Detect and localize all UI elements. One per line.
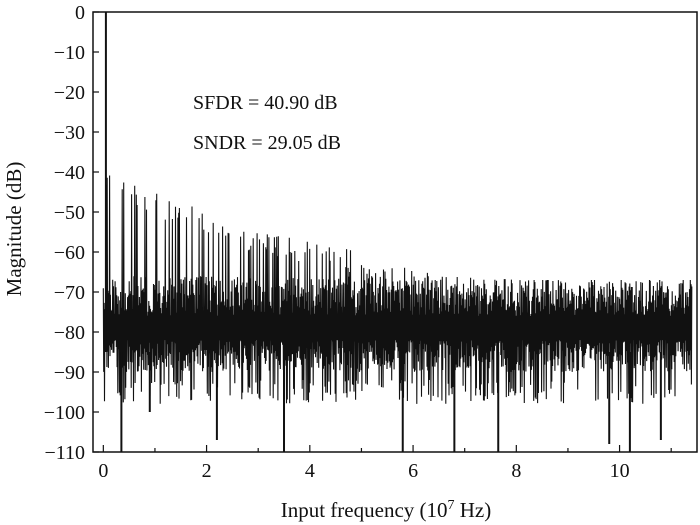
y-tick-label: −60 bbox=[54, 242, 85, 264]
y-tick-label: −40 bbox=[54, 162, 85, 184]
x-axis-label: Input frequency (107 Hz) bbox=[281, 498, 492, 522]
x-tick-label: 10 bbox=[610, 460, 630, 482]
x-axis-label-unit: Hz) bbox=[455, 498, 492, 522]
x-axis-label-exponent: 7 bbox=[448, 498, 455, 513]
y-tick-label: −20 bbox=[54, 82, 85, 104]
x-axis-label-main: Input frequency (10 bbox=[281, 498, 448, 522]
plot-area bbox=[102, 12, 693, 452]
x-tick-label: 2 bbox=[202, 460, 212, 482]
annotation-sndr: SNDR = 29.05 dB bbox=[193, 132, 341, 154]
x-tick-label: 4 bbox=[305, 460, 315, 482]
y-tick-label: −70 bbox=[54, 282, 85, 304]
y-tick-label: 0 bbox=[75, 2, 85, 24]
axes: 0 −10 −20 −30 −40 −50 −60 −70 −80 −90 −100 −110 0 2 4 6… bbox=[44, 2, 698, 482]
plot-frame bbox=[92, 11, 698, 453]
annotation-sfdr: SFDR = 40.90 dB bbox=[193, 92, 338, 114]
x-tick-label: 0 bbox=[98, 460, 108, 482]
y-tick-label: −90 bbox=[54, 362, 85, 384]
x-tick-label: 6 bbox=[408, 460, 418, 482]
y-tick-label: −30 bbox=[54, 122, 85, 144]
x-tick-label: 8 bbox=[511, 460, 521, 482]
y-tick-label: −110 bbox=[44, 442, 85, 464]
y-axis-label: Magnitude (dB) bbox=[2, 162, 26, 297]
y-tick-label: −50 bbox=[54, 202, 85, 224]
y-tick-label: −10 bbox=[54, 42, 85, 64]
y-tick-label: −80 bbox=[54, 322, 85, 344]
y-tick-label: −100 bbox=[44, 402, 85, 424]
spectrum-trace bbox=[102, 175, 693, 404]
